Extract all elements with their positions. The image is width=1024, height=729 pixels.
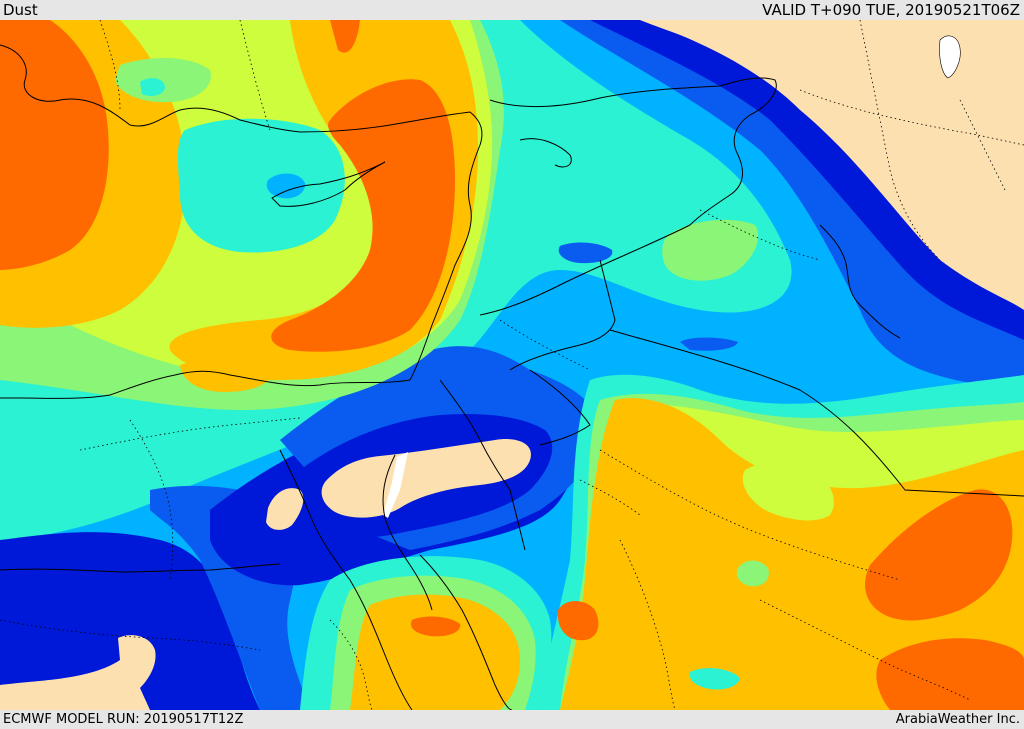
orange-yellow-region-egypt (350, 594, 520, 710)
credit-label: ArabiaWeather Inc. (895, 712, 1020, 727)
dark-blue-region-southwest (0, 532, 260, 710)
blue-patch-iraq-west (558, 242, 613, 264)
coastlines (0, 44, 1024, 710)
caspian-sea-white-patch (939, 35, 961, 79)
yellow-green-patch-arabia-central (742, 462, 834, 521)
orange-region-arabia-southeast (876, 638, 1024, 710)
green-patch-west-med (115, 58, 211, 103)
model-run-label: ECMWF MODEL RUN: 20190517T12Z (3, 712, 244, 727)
product-title: Dust (3, 1, 38, 19)
valid-time-label: VALID T+090 TUE, 20190521T06Z (762, 1, 1020, 19)
no-dust-patch-southwest (0, 635, 156, 710)
orange-region-arabia-east (865, 489, 1013, 621)
light-blue-patch-cyprus (266, 173, 306, 199)
dust-concentration-map (0, 20, 1024, 710)
green-patch-arabia-central (736, 560, 769, 587)
header-bar: Dust VALID T+090 TUE, 20190521T06Z (0, 0, 1024, 20)
blue-patch-iraq-east (680, 337, 738, 351)
orange-yellow-patch-nile-delta (180, 358, 271, 392)
orange-patch-arabia-south (557, 601, 599, 641)
no-dust-patch-sinai-east (321, 439, 531, 518)
orange-region-west-med (0, 20, 109, 270)
footer-bar: ECMWF MODEL RUN: 20190517T12Z ArabiaWeat… (0, 710, 1024, 729)
orange-region-levant (271, 79, 455, 352)
cyan-patch-west-med (177, 118, 345, 253)
orange-patch-egypt (410, 616, 461, 637)
cyan-patch-small-west-med (140, 78, 165, 96)
green-patch-syria-desert (662, 219, 759, 281)
orange-patch-levant-north (330, 20, 360, 53)
no-dust-patch-sinai-west (266, 488, 304, 530)
dotted-borders (0, 20, 1024, 710)
no-dust-strip-gulf-of-suez (383, 452, 408, 518)
cyan-patch-egypt-south (689, 668, 740, 690)
orange-yellow-region-arabia (560, 398, 1024, 710)
no-dust-region-iran (640, 20, 1024, 295)
